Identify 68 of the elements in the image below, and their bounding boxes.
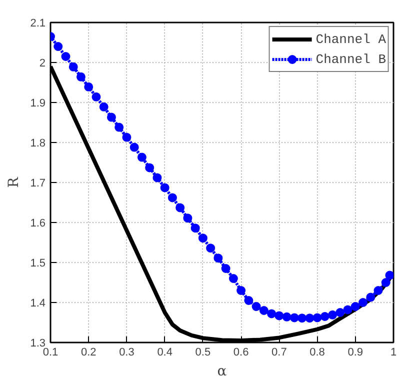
point (190, 224, 200, 233)
point (61, 52, 70, 61)
point (252, 302, 261, 311)
x-tick-label: 0.9 (348, 346, 364, 358)
point (374, 286, 383, 295)
point (358, 298, 368, 307)
point (274, 311, 284, 320)
x-tick-label: 0.6 (233, 346, 249, 358)
point (259, 306, 268, 315)
point (328, 310, 338, 320)
x-tick-label: 0.4 (157, 346, 172, 358)
point (145, 163, 154, 172)
legend-label: Channel A (316, 32, 386, 46)
y-tick-label: 1.5 (30, 258, 46, 270)
point (92, 92, 101, 102)
y-tick-label: 1.3 (30, 338, 46, 350)
point (137, 152, 146, 162)
point (381, 278, 390, 287)
point (282, 312, 292, 322)
point (168, 193, 177, 202)
y-axis-title: R (6, 176, 22, 188)
y-tick-label: 1.4 (30, 298, 46, 310)
point (206, 244, 216, 253)
y-tick-label: 1.9 (30, 98, 46, 110)
y-tick-label: 2.1 (30, 18, 46, 30)
point (336, 308, 345, 317)
point (228, 274, 238, 283)
point (214, 254, 223, 263)
point (236, 286, 246, 295)
x-tick-label: 0.1 (42, 346, 58, 358)
point (160, 183, 170, 192)
x-tick-label: 0.7 (272, 346, 287, 358)
point (298, 314, 307, 323)
x-tick-label: 1 (390, 346, 397, 358)
x-tick-label: 0.8 (310, 346, 325, 358)
y-tick-label: 2 (39, 58, 46, 70)
point (305, 314, 314, 323)
x-tick-label: 0.5 (195, 346, 211, 358)
point (99, 102, 108, 112)
point (312, 313, 322, 322)
point (198, 234, 208, 243)
point (122, 132, 132, 142)
point (130, 142, 139, 152)
point (385, 270, 394, 280)
x-axis-title: α (217, 364, 228, 380)
y-tick-label: 1.7 (30, 178, 46, 190)
point (176, 203, 185, 212)
point (221, 264, 230, 273)
x-tick-label: 0.2 (80, 346, 96, 358)
legend-label: Channel B (316, 52, 386, 66)
point (267, 309, 276, 318)
point (106, 112, 116, 122)
point (183, 214, 192, 223)
point (152, 173, 162, 182)
point (84, 82, 94, 92)
point (54, 42, 63, 51)
point (244, 296, 254, 305)
point (343, 305, 352, 314)
point (68, 62, 78, 72)
point (320, 312, 330, 321)
y-tick-label: 1.6 (30, 218, 46, 230)
point (366, 292, 376, 302)
y-tick-label: 1.8 (30, 138, 46, 150)
point (290, 313, 299, 322)
point (114, 122, 124, 132)
x-tick-label: 0.3 (119, 346, 134, 358)
point (76, 72, 86, 82)
point (350, 302, 360, 311)
